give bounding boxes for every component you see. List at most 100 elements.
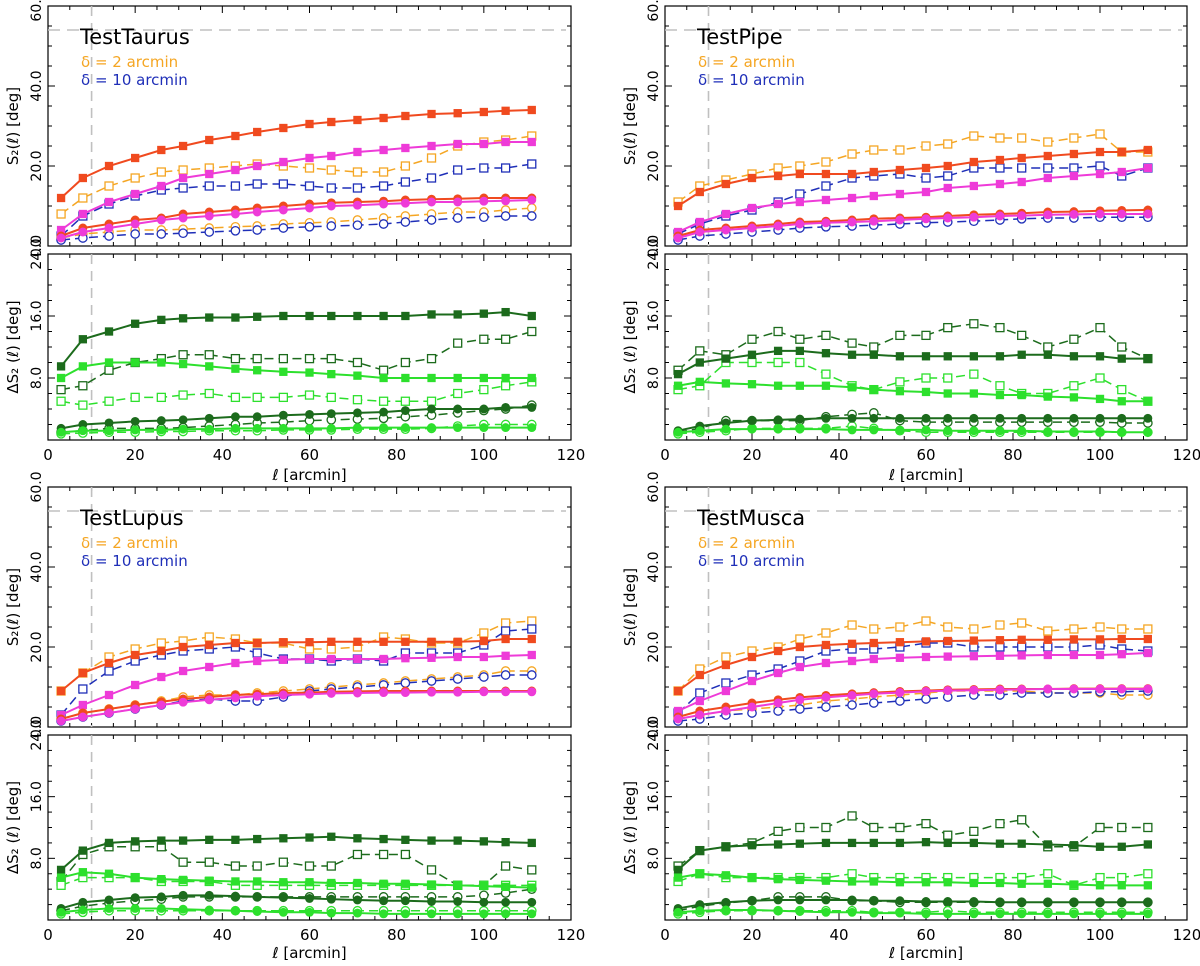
series-1-point xyxy=(921,387,931,397)
series-3-point xyxy=(1017,426,1027,436)
series-3-point xyxy=(130,704,140,714)
series-7-point xyxy=(204,227,215,237)
series-1-point xyxy=(253,656,262,666)
series-1-point xyxy=(205,362,214,371)
series-3-point xyxy=(695,906,705,916)
series-0-point xyxy=(453,836,462,845)
series-3-point xyxy=(747,702,757,712)
series-3-point xyxy=(56,233,66,243)
series-1-point xyxy=(305,368,314,377)
series-1-point xyxy=(453,881,462,890)
series-5-point xyxy=(695,688,705,698)
series-1-point xyxy=(527,137,536,147)
series-0-point xyxy=(795,839,804,848)
series-3-point xyxy=(352,423,362,433)
series-5-point xyxy=(378,181,389,191)
series-4-point xyxy=(721,652,731,662)
series-2-point xyxy=(1043,413,1053,423)
y-tick-label: 0.0 xyxy=(29,716,45,738)
series-3-point xyxy=(1043,684,1053,694)
series-0-point xyxy=(1117,147,1126,157)
series-0-point xyxy=(479,107,488,117)
x-tick-label: 80 xyxy=(387,446,406,464)
y-axis-label: S₂(ℓ) [deg] xyxy=(4,568,22,646)
series-2-point xyxy=(821,895,831,905)
x-tick-label: 20 xyxy=(126,446,145,464)
series-1-point xyxy=(747,380,757,389)
series-4-point xyxy=(204,857,214,867)
series-4-point xyxy=(695,346,705,356)
series-1-point xyxy=(353,147,362,157)
series-4-point xyxy=(895,622,905,632)
series-3-point xyxy=(747,223,757,233)
series-3-point xyxy=(995,909,1005,919)
series-1-point xyxy=(1069,880,1079,889)
series-1-point xyxy=(501,137,510,147)
series-0-point xyxy=(895,352,905,361)
series-1-point xyxy=(327,654,336,664)
series-3-point xyxy=(747,424,757,434)
series-3-point xyxy=(379,909,389,919)
series-1-point xyxy=(253,366,262,375)
series-4-point xyxy=(78,193,88,203)
series-2-point xyxy=(1095,413,1105,423)
series-3-point xyxy=(400,909,410,919)
series-0-point xyxy=(104,838,114,848)
series-5-point xyxy=(821,369,831,379)
series-3-point xyxy=(453,423,463,433)
series-5-point xyxy=(921,173,931,183)
series-1-point xyxy=(747,203,757,213)
x-axis-label: ℓ [arcmin] xyxy=(271,466,346,484)
series-7-point xyxy=(895,696,905,706)
series-0-point xyxy=(205,835,214,844)
series-3-point xyxy=(479,687,489,697)
series-line-0 xyxy=(60,835,532,871)
series-2-point xyxy=(104,895,114,905)
series-2-point xyxy=(869,413,879,423)
series-1-point xyxy=(721,379,731,388)
series-0-point xyxy=(253,834,262,844)
series-5-point xyxy=(204,388,214,399)
series-1-point xyxy=(1069,650,1079,660)
series-4-point xyxy=(453,338,463,348)
series-1-point xyxy=(673,381,683,390)
series-2-point xyxy=(104,418,114,428)
series-4-point xyxy=(1143,822,1153,833)
series-4-point xyxy=(969,624,979,634)
series-4-point xyxy=(230,353,241,364)
series-3-point xyxy=(230,906,240,916)
series-1-point xyxy=(157,181,166,191)
series-5-point xyxy=(252,392,262,403)
series-line-1 xyxy=(60,361,532,379)
series-0-point xyxy=(78,668,88,678)
series-line-0 xyxy=(60,311,532,368)
series-0-point xyxy=(747,841,757,850)
y-axis-label: ΔS₂ (ℓ) [deg] xyxy=(621,781,639,874)
series-2-point xyxy=(352,408,362,418)
series-0-point xyxy=(821,349,831,358)
series-3-point xyxy=(104,708,114,718)
series-0-point xyxy=(479,837,488,846)
series-0-point xyxy=(453,637,462,646)
series-1-point xyxy=(479,139,488,149)
legend-delta10: δ = 10 arcmin xyxy=(698,71,805,89)
series-3-point xyxy=(156,215,166,225)
series-5-point xyxy=(400,177,411,187)
series-0-point xyxy=(305,311,314,321)
series-2-point xyxy=(895,413,905,423)
series-4-point xyxy=(869,822,879,833)
series-0-point xyxy=(969,352,978,361)
series-5-point xyxy=(795,357,805,368)
series-3-point xyxy=(1143,909,1153,919)
series-0-point xyxy=(795,642,804,652)
series-1-point xyxy=(479,881,488,891)
y-tick-label: 60.0 xyxy=(646,471,662,502)
series-0-point xyxy=(847,169,857,179)
series-4-point xyxy=(747,334,757,344)
series-2-point xyxy=(453,404,463,414)
series-0-point xyxy=(401,637,410,646)
series-4-point xyxy=(1095,622,1105,632)
series-0-point xyxy=(178,836,188,845)
series-1-point xyxy=(969,389,978,398)
series-4-point xyxy=(821,157,831,167)
